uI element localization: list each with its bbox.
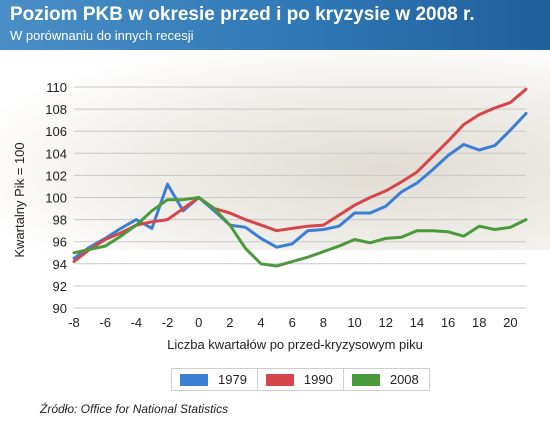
y-axis-label: Kwartalny Pik = 100 (12, 142, 27, 257)
x-tick-label: 0 (195, 315, 202, 330)
x-tick-label: -6 (99, 315, 111, 330)
legend-item-2008: 2008 (344, 369, 429, 390)
legend-item-1990: 1990 (258, 369, 344, 390)
x-tick-label: 4 (257, 315, 264, 330)
x-tick-labels: -8 -6 -4 -2 0 2 4 6 8 10 12 14 16 18 20 (68, 315, 517, 330)
series-line-2008 (72, 196, 528, 268)
y-tick-label: 92 (53, 279, 67, 294)
x-tick-label: 20 (503, 315, 517, 330)
x-tick-label: 14 (410, 315, 424, 330)
x-tick-label: 6 (289, 315, 296, 330)
legend-swatch-1979 (180, 373, 208, 386)
x-tick-label: 2 (226, 315, 233, 330)
y-tick-label: 98 (53, 213, 67, 228)
y-tick-label: 110 (46, 80, 67, 95)
y-tick-label: 104 (45, 146, 67, 161)
header-band: Poziom PKB w okresie przed i po kryzysie… (0, 0, 550, 50)
y-tick-label: 106 (45, 124, 67, 139)
legend-label-1979: 1979 (218, 372, 247, 387)
y-tick-label: 90 (53, 301, 67, 316)
series-line-1990 (72, 87, 528, 264)
x-tick-label: 8 (320, 315, 327, 330)
x-tick-label: 10 (347, 315, 361, 330)
series-lines (72, 87, 528, 268)
y-tick-labels: 90 92 94 96 98 100 102 104 106 108 110 (45, 80, 67, 316)
chart-subtitle: W porównaniu do innych recesji (10, 28, 194, 43)
legend-item-1979: 1979 (172, 369, 258, 390)
series-line-1979 (72, 112, 528, 260)
chart-title: Poziom PKB w okresie przed i po kryzysie… (10, 4, 475, 25)
x-tick-label: -8 (68, 315, 80, 330)
x-tick-label: 18 (472, 315, 486, 330)
source-note: Źródło: Office for National Statistics (40, 402, 229, 416)
x-tick-label: -4 (131, 315, 143, 330)
x-tick-label: 12 (378, 315, 392, 330)
legend-swatch-1990 (265, 373, 294, 386)
legend-label-1990: 1990 (303, 372, 333, 387)
legend-label-2008: 2008 (389, 372, 419, 387)
legend: 1979 1990 2008 (171, 368, 430, 391)
y-tick-label: 94 (53, 257, 67, 272)
legend-swatch-2008 (351, 373, 380, 386)
y-tick-label: 108 (45, 102, 67, 117)
y-tick-label: 102 (45, 168, 67, 183)
y-tick-label: 96 (53, 235, 67, 250)
x-axis-label: Liczba kwartałów po przed-kryzysowym pik… (167, 337, 423, 352)
grid (74, 86, 526, 309)
x-tick-label: -2 (162, 315, 174, 330)
y-tick-label: 100 (45, 191, 67, 206)
x-tick-label: 16 (441, 315, 455, 330)
